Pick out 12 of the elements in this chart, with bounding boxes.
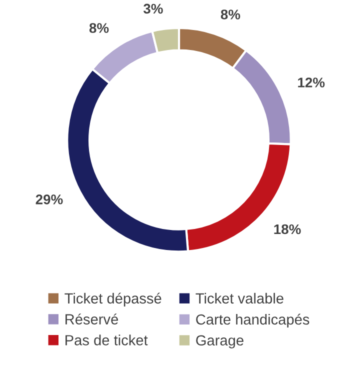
legend-label: Carte handicapés	[196, 314, 310, 328]
legend-label: Ticket dépassé	[64, 292, 162, 306]
legend-label: Garage	[196, 335, 244, 348]
data-label: 8%	[220, 10, 240, 20]
legend-label: Ticket valable	[196, 292, 284, 304]
data-label: 18%	[274, 224, 301, 234]
data-label: 8%	[89, 23, 109, 33]
data-label: 29%	[36, 194, 63, 204]
legend-label: Pas de ticket	[66, 334, 148, 346]
legend-label: Réservé	[66, 314, 118, 324]
data-label: 3%	[143, 4, 163, 14]
data-label: 12%	[298, 78, 325, 88]
